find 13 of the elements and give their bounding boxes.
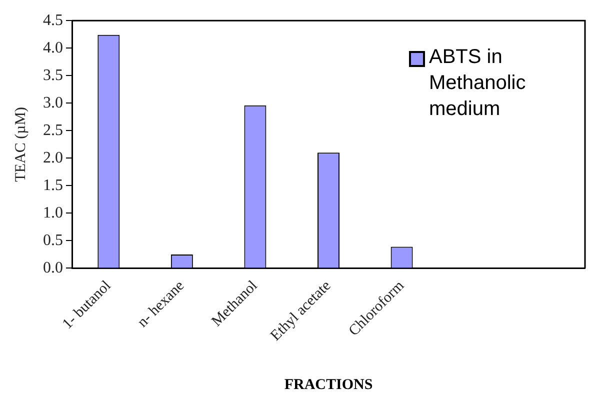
y-tick-label: 1.5 — [43, 176, 63, 194]
y-tick-label: 2.5 — [43, 122, 63, 139]
y-tick-label: 2.0 — [43, 149, 63, 166]
y-tick-label: 3.5 — [43, 66, 63, 84]
y-tick-label: 4.5 — [43, 12, 63, 29]
legend-label: ABTS in Methanolic medium — [429, 45, 527, 122]
y-tick-label: 0.5 — [43, 232, 63, 249]
y-tick-label: 1.0 — [43, 204, 63, 222]
y-axis-title: TEAC (µM) — [12, 106, 29, 182]
y-tick-label: 0.0 — [43, 259, 63, 276]
y-tick-label: 3.0 — [43, 94, 63, 112]
x-axis-title: FRACTIONS — [284, 376, 373, 393]
y-tick-label: 4.0 — [43, 39, 63, 56]
